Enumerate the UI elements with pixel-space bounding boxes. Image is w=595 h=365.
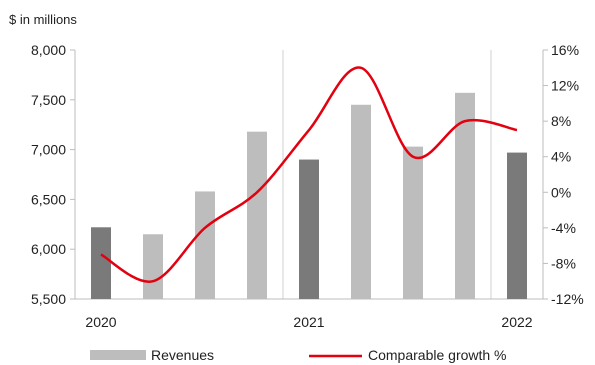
x-tick-label: 2020: [85, 314, 116, 330]
bar-revenues: [91, 227, 111, 299]
y-right-tick-label: -8%: [551, 255, 576, 271]
x-tick-label: 2021: [293, 314, 324, 330]
bar-revenues: [143, 234, 163, 299]
y-right-tick-label: -12%: [551, 291, 584, 307]
bar-revenues: [507, 152, 527, 299]
line-comparable-growth: [100, 66, 518, 283]
y-right-tick-label: 0%: [551, 184, 571, 200]
x-tick-label: 2022: [501, 314, 532, 330]
bar-revenues: [455, 92, 475, 299]
bar-revenues: [195, 191, 215, 299]
y-left-unit-label: $ in millions: [9, 12, 77, 27]
bar-revenues: [351, 104, 371, 299]
y-right-tick-label: 8%: [551, 113, 571, 129]
legend-label-growth: Comparable growth %: [368, 347, 507, 363]
y-right-tick-label: 4%: [551, 149, 571, 165]
y-left-tick-label: 8,000: [31, 42, 66, 58]
y-left-tick-label: 7,500: [31, 92, 66, 108]
y-left-tick-label: 6,000: [31, 241, 66, 257]
y-left-tick-label: 7,000: [31, 142, 66, 158]
legend-label-revenues: Revenues: [151, 347, 214, 363]
plot-area: 5,500 6,000 6,500 7,000 7,500 8,000 -12% -8% -4%…: [31, 42, 584, 330]
y-right-tick-label: -4%: [551, 220, 576, 236]
legend: Revenues Comparable growth %: [90, 347, 507, 363]
bar-revenues: [299, 159, 319, 299]
y-left-tick-label: 6,500: [31, 191, 66, 207]
legend-swatch-revenues: [90, 350, 146, 360]
bar-revenues: [247, 131, 267, 299]
bar-revenues: [403, 146, 423, 299]
y-right-tick-label: 16%: [551, 42, 579, 58]
y-right-tick-label: 12%: [551, 78, 579, 94]
y-left-tick-label: 5,500: [31, 291, 66, 307]
